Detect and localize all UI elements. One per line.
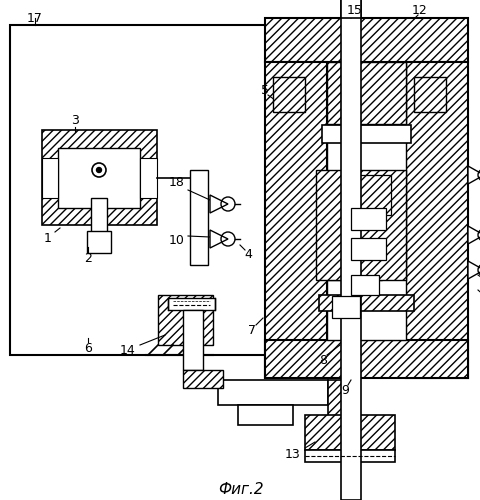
Polygon shape (467, 166, 480, 184)
Bar (42, 158, 58, 198)
Circle shape (96, 168, 101, 172)
Bar (87, 231, 111, 253)
Text: 6: 6 (84, 342, 92, 354)
Bar (340, 0, 360, 18)
Text: 2: 2 (84, 252, 92, 264)
Bar (264, 18, 467, 62)
Bar (340, 62, 405, 124)
Text: 7: 7 (248, 324, 255, 336)
Bar (326, 62, 391, 124)
Bar (350, 238, 385, 260)
Text: 10: 10 (169, 234, 185, 246)
Bar (264, 62, 326, 378)
Text: 13: 13 (284, 448, 300, 462)
Bar (327, 380, 357, 422)
Bar (350, 275, 378, 295)
Bar (340, 0, 360, 500)
Bar (140, 158, 156, 198)
Bar (190, 170, 207, 265)
Bar (91, 198, 107, 248)
Text: 1: 1 (44, 232, 52, 244)
Text: 17: 17 (27, 12, 43, 24)
Polygon shape (157, 295, 213, 345)
Text: Фиг.2: Фиг.2 (218, 482, 263, 498)
Bar (182, 310, 203, 370)
Bar (273, 77, 304, 112)
Bar (217, 380, 327, 405)
Polygon shape (210, 230, 228, 248)
Bar (321, 125, 410, 143)
Bar (318, 295, 413, 311)
Polygon shape (467, 226, 480, 244)
Bar (350, 208, 385, 230)
Bar (304, 415, 394, 450)
Text: 8: 8 (318, 354, 326, 366)
Text: 18: 18 (169, 176, 185, 190)
Text: 14: 14 (119, 344, 135, 356)
Text: 15: 15 (347, 4, 362, 16)
Bar (405, 62, 467, 378)
Text: 12: 12 (411, 4, 427, 16)
Bar (326, 62, 405, 340)
Text: 5: 5 (261, 84, 268, 96)
Text: 3: 3 (71, 114, 79, 126)
Bar (315, 170, 405, 280)
Bar (264, 340, 467, 378)
Bar (168, 298, 215, 310)
Bar (304, 450, 394, 462)
Polygon shape (210, 195, 228, 213)
Bar (42, 130, 156, 225)
Bar (350, 175, 390, 215)
Bar (58, 148, 140, 208)
Polygon shape (467, 261, 480, 279)
Bar (326, 200, 381, 280)
Bar (413, 77, 445, 112)
Bar (238, 405, 292, 425)
Text: 9: 9 (340, 384, 348, 396)
Bar (331, 296, 359, 318)
Text: 4: 4 (243, 248, 252, 262)
Bar (10, 25, 304, 355)
Bar (182, 370, 223, 388)
